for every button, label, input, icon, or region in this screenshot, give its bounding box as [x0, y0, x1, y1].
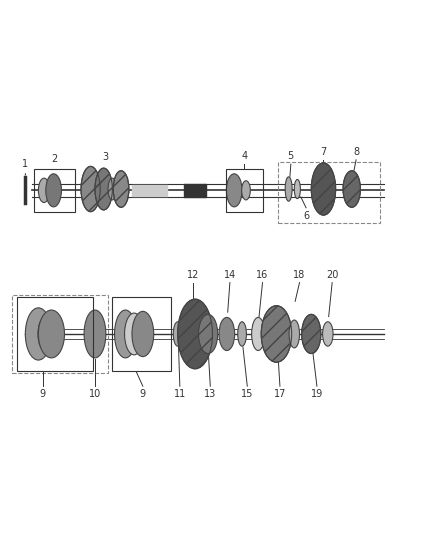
Text: 5: 5: [288, 151, 294, 161]
Text: 1: 1: [22, 159, 28, 168]
Ellipse shape: [178, 299, 212, 369]
Ellipse shape: [238, 322, 247, 346]
Ellipse shape: [198, 314, 218, 353]
Ellipse shape: [261, 305, 292, 362]
Ellipse shape: [115, 310, 136, 358]
Ellipse shape: [25, 308, 51, 360]
Bar: [278, 162, 380, 223]
Ellipse shape: [311, 163, 336, 215]
Ellipse shape: [39, 178, 49, 203]
Ellipse shape: [322, 322, 333, 346]
Ellipse shape: [38, 318, 52, 351]
Ellipse shape: [108, 178, 117, 200]
Ellipse shape: [84, 310, 106, 358]
Ellipse shape: [95, 168, 113, 210]
Text: 19: 19: [311, 389, 323, 399]
Text: 2: 2: [51, 154, 58, 164]
Text: 15: 15: [241, 389, 254, 399]
Bar: [34, 168, 75, 212]
Text: 10: 10: [89, 389, 101, 399]
Bar: [12, 295, 108, 373]
Text: 14: 14: [224, 270, 236, 279]
Text: 11: 11: [174, 389, 186, 399]
Ellipse shape: [132, 311, 154, 357]
Text: 12: 12: [187, 270, 199, 279]
Ellipse shape: [219, 318, 235, 351]
Ellipse shape: [285, 177, 292, 201]
Text: 3: 3: [103, 152, 109, 162]
Text: 13: 13: [204, 389, 216, 399]
Bar: [226, 168, 262, 212]
Text: 4: 4: [241, 151, 247, 161]
Text: 7: 7: [320, 147, 327, 157]
Ellipse shape: [242, 181, 251, 200]
Ellipse shape: [226, 174, 242, 207]
Ellipse shape: [39, 310, 64, 358]
Text: 16: 16: [256, 270, 268, 279]
Ellipse shape: [46, 174, 61, 207]
Ellipse shape: [252, 318, 265, 351]
Bar: [113, 297, 171, 371]
Ellipse shape: [173, 322, 182, 346]
Ellipse shape: [124, 313, 144, 355]
Ellipse shape: [113, 171, 129, 207]
Text: 9: 9: [140, 389, 146, 399]
Bar: [17, 297, 93, 371]
Text: 17: 17: [274, 389, 286, 399]
Ellipse shape: [302, 314, 321, 353]
Text: 9: 9: [40, 389, 46, 399]
Text: 6: 6: [303, 211, 309, 221]
Text: 20: 20: [326, 270, 338, 279]
Ellipse shape: [294, 180, 300, 199]
Ellipse shape: [81, 166, 100, 212]
Text: 8: 8: [353, 147, 359, 157]
Ellipse shape: [343, 171, 360, 207]
Text: 18: 18: [293, 270, 306, 279]
Ellipse shape: [289, 320, 300, 348]
